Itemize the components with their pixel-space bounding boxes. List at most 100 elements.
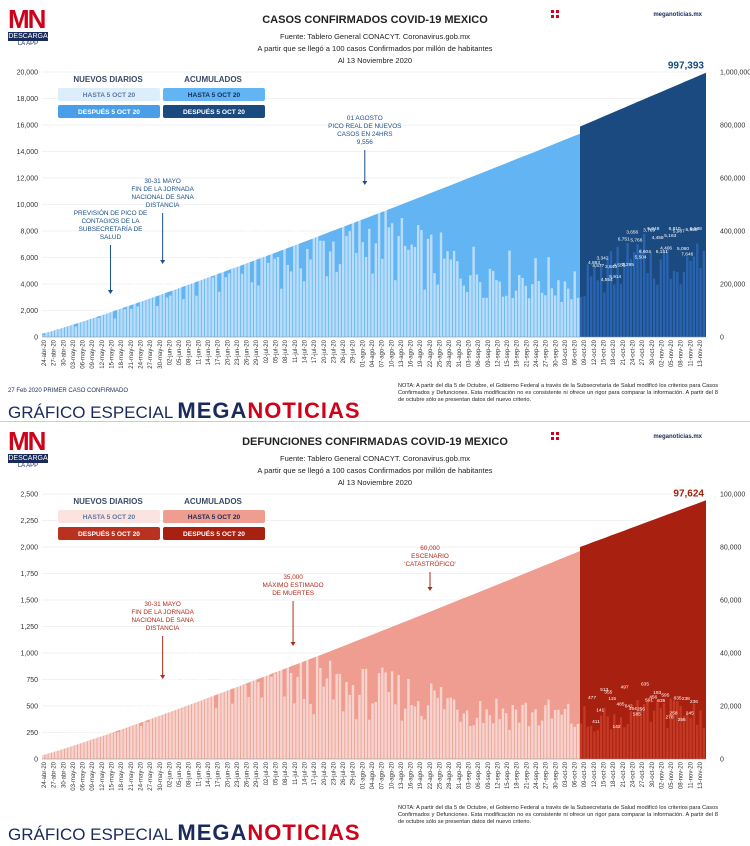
daily-bar-before xyxy=(515,710,517,759)
note-text: NOTA: A partir del día 5 de Octubre, el … xyxy=(398,805,718,826)
daily-bar-before xyxy=(238,660,240,759)
daily-value-label: 7,646 xyxy=(681,252,693,258)
daily-bar-before xyxy=(133,706,135,759)
x-tick-label: 24-may-20 xyxy=(139,339,145,368)
daily-value-label: 256 xyxy=(637,706,645,712)
daily-bar-before xyxy=(339,674,341,759)
daily-bar-before xyxy=(313,714,315,759)
x-tick-label: 11-nov-20 xyxy=(688,761,694,788)
daily-bar-before xyxy=(456,710,458,759)
x-tick-label: 08-nov-20 xyxy=(679,339,685,367)
daily-bar-before xyxy=(62,323,64,337)
daily-bar-before xyxy=(88,308,90,337)
daily-bar-before xyxy=(81,315,83,337)
daily-bar-before xyxy=(202,667,204,759)
x-tick-label: 09-oct-20 xyxy=(582,761,588,787)
daily-bar-before xyxy=(443,709,445,759)
daily-bar-after xyxy=(679,284,681,337)
daily-bar-before xyxy=(453,700,455,760)
daily-bar-before xyxy=(107,721,109,760)
annotation-text: SALUD xyxy=(100,234,122,241)
y-tick-right: 200,000 xyxy=(720,282,745,289)
daily-bar-before xyxy=(104,307,106,337)
daily-bar-before xyxy=(159,663,161,759)
daily-bar-before xyxy=(114,318,116,337)
daily-bar-after xyxy=(663,703,665,759)
daily-bar-before xyxy=(391,223,393,337)
daily-bar-before xyxy=(55,330,57,337)
daily-value-label: 5,914 xyxy=(609,274,621,280)
daily-bar-before xyxy=(309,704,311,759)
daily-bar-before xyxy=(472,725,474,759)
y-tick-right: 1,000,000 xyxy=(720,70,750,77)
daily-bar-before xyxy=(362,242,364,337)
daily-bar-before xyxy=(221,677,223,759)
x-tick-label: 15-may-20 xyxy=(110,761,116,790)
daily-value-label: 485 xyxy=(617,702,625,708)
daily-bar-after xyxy=(673,271,675,337)
daily-bar-before xyxy=(388,227,390,337)
daily-bar-before xyxy=(58,324,60,337)
daily-bar-before xyxy=(329,251,331,337)
daily-bar-before xyxy=(472,247,474,337)
daily-bar-before xyxy=(512,298,514,337)
x-tick-label: 05-jul-20 xyxy=(274,339,280,363)
daily-bar-before xyxy=(551,288,553,337)
x-tick-label: 06-oct-20 xyxy=(573,761,579,787)
daily-bar-before xyxy=(417,225,419,337)
x-tick-label: 28-ago-20 xyxy=(447,339,453,367)
y-tick-left: 2,000 xyxy=(20,545,38,552)
daily-bar-before xyxy=(335,272,337,337)
daily-bar-before xyxy=(437,698,439,759)
daily-bar-before xyxy=(521,278,523,337)
x-tick-label: 11-jul-20 xyxy=(293,761,299,785)
x-tick-label: 07-ago-20 xyxy=(380,339,386,367)
daily-value-label: 6,588 xyxy=(690,226,702,232)
legend-daily-title: NUEVOS DIARIOS xyxy=(73,497,143,506)
x-tick-label: 24-sep-20 xyxy=(534,761,540,789)
daily-bar-before xyxy=(78,317,80,337)
daily-bar-before xyxy=(254,245,256,337)
daily-bar-before xyxy=(489,715,491,759)
x-tick-label: 02-nov-20 xyxy=(659,761,665,789)
daily-bar-before xyxy=(538,726,540,760)
daily-bar-after xyxy=(703,251,705,337)
daily-bar-before xyxy=(257,682,259,759)
daily-bar-after xyxy=(610,729,612,759)
x-tick-label: 23-jun-20 xyxy=(235,339,241,365)
x-tick-label: 30-oct-20 xyxy=(650,761,656,787)
x-tick-label: 12-may-20 xyxy=(100,761,106,790)
x-tick-label: 02-jun-20 xyxy=(167,761,173,787)
x-tick-label: 27-oct-20 xyxy=(640,761,646,787)
daily-bar-before xyxy=(163,270,165,337)
daily-value-label: 4,459 xyxy=(652,235,664,241)
x-tick-label: 24-abr-20 xyxy=(42,339,48,366)
daily-bar-before xyxy=(407,250,409,337)
x-tick-label: 20-jul-20 xyxy=(322,339,328,363)
x-tick-label: 27-abr-20 xyxy=(52,761,58,788)
x-tick-label: 21-sep-20 xyxy=(524,339,530,367)
daily-bar-before xyxy=(450,260,452,338)
daily-bar-after xyxy=(686,257,688,338)
daily-bar-after xyxy=(693,256,695,337)
daily-bar-before xyxy=(202,245,204,337)
x-tick-label: 21-may-20 xyxy=(129,761,135,790)
y-tick-left: 12,000 xyxy=(17,176,39,183)
daily-bar-before xyxy=(280,289,282,337)
x-tick-label: 24-abr-20 xyxy=(42,761,48,788)
daily-bar-before xyxy=(430,683,432,759)
y-tick-left: 1,000 xyxy=(20,651,38,658)
x-tick-label: 02-jul-20 xyxy=(264,339,270,363)
x-tick-label: 03-sep-20 xyxy=(467,761,473,789)
daily-bar-before xyxy=(463,713,465,759)
daily-bar-before xyxy=(146,298,148,337)
y-tick-left: 1,500 xyxy=(20,598,38,605)
x-tick-label: 17-jun-20 xyxy=(216,339,222,365)
daily-bar-before xyxy=(117,732,119,759)
daily-bar-before xyxy=(274,259,276,337)
note-text: NOTA: A partir del día 5 de Octubre, el … xyxy=(398,383,718,404)
daily-bar-before xyxy=(368,229,370,337)
daily-bar-before xyxy=(75,735,77,759)
daily-bar-before xyxy=(251,663,253,759)
daily-bar-before xyxy=(469,275,471,337)
